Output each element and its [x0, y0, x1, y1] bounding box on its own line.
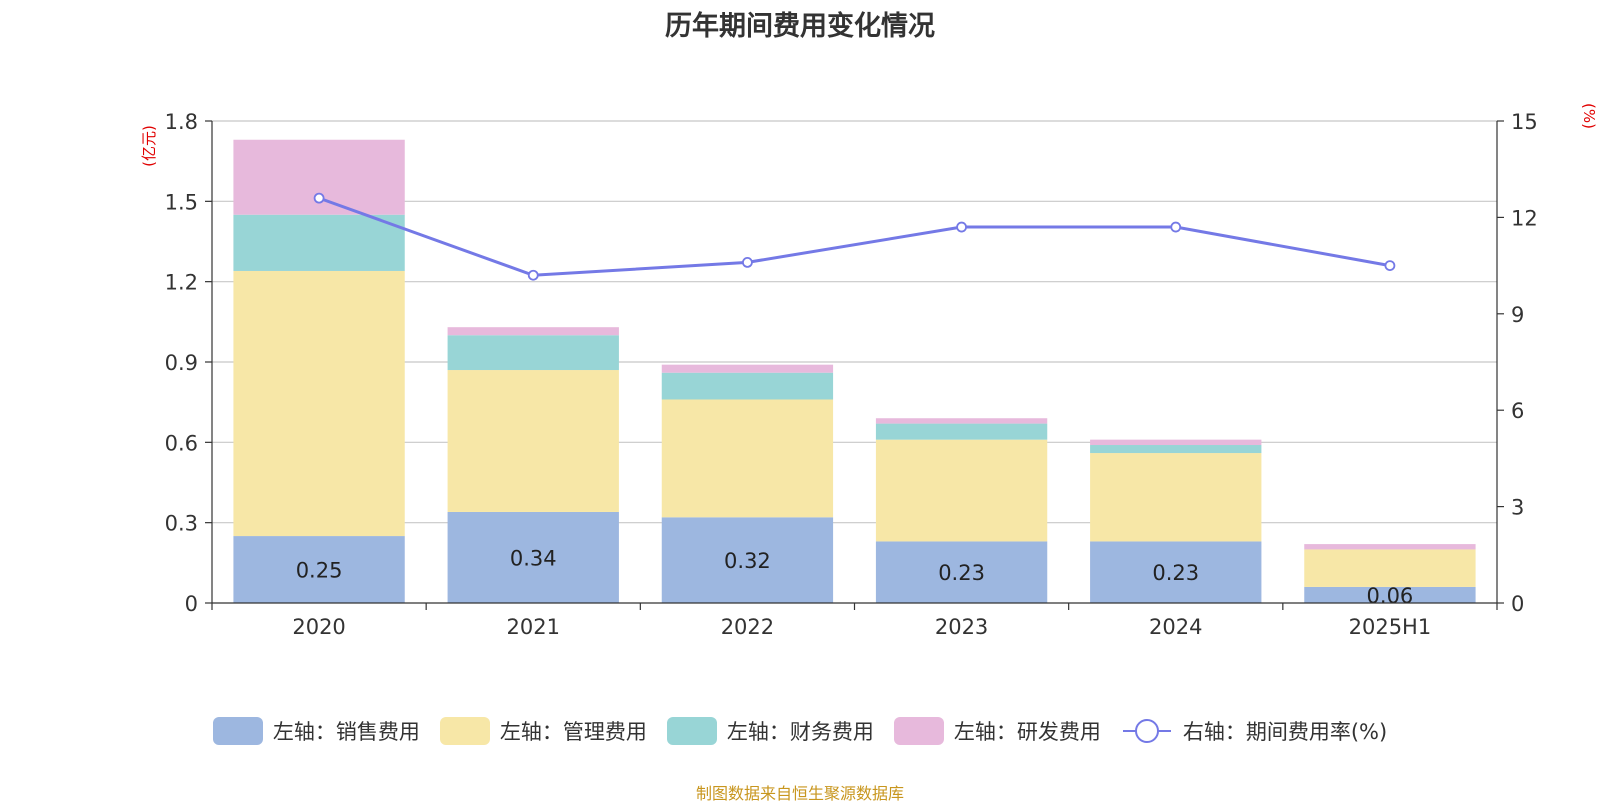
right-tick-label: 3	[1511, 496, 1524, 520]
rate-line	[313, 192, 1396, 281]
right-tick-label: 9	[1511, 303, 1524, 327]
bar-segment	[447, 335, 619, 371]
bar-segment	[875, 541, 1048, 603]
bar-segment	[875, 423, 1048, 440]
bar-segment	[233, 270, 405, 537]
bar-segment	[1090, 439, 1262, 446]
gridlines	[212, 120, 1497, 524]
right-tick-label: 0	[1511, 592, 1524, 616]
legend-label: 右轴：期间费用率(%)	[1182, 720, 1388, 744]
legend-item[interactable]: 左轴：销售费用	[212, 716, 420, 746]
bar-segment	[1090, 541, 1262, 603]
x-tick-label: 2020	[292, 615, 345, 639]
legend-label: 左轴：研发费用	[953, 720, 1101, 744]
right-tick-label: 12	[1511, 206, 1538, 230]
x-tick-label: 2022	[721, 615, 774, 639]
chart-title: 历年期间费用变化情况	[665, 11, 935, 42]
bar-labels: 0.25 0.34 0.32 0.23 0.23 0.06	[296, 546, 1414, 607]
bar-segment	[661, 399, 834, 518]
legend-line-marker	[1122, 719, 1171, 743]
rate-point	[1170, 221, 1182, 233]
legend-item[interactable]: 左轴：管理费用	[439, 716, 647, 746]
source-footer: 制图数据来自恒生聚源数据库	[695, 784, 904, 803]
legend-item[interactable]: 右轴：期间费用率(%)	[1121, 716, 1387, 746]
data-label: 0.23	[1152, 561, 1199, 585]
bar-segment	[661, 517, 834, 603]
bar-segment	[447, 327, 619, 336]
legend-item[interactable]: 左轴：财务费用	[666, 716, 874, 746]
data-label: 0.06	[1367, 584, 1414, 608]
bar-segment	[1304, 549, 1476, 587]
stacked-bars	[233, 139, 1476, 603]
right-tick-label: 6	[1511, 399, 1524, 423]
legend-label: 左轴：管理费用	[499, 720, 647, 744]
legend-swatch	[893, 717, 944, 745]
bar-segment	[661, 372, 834, 400]
x-tick-label: 2023	[935, 615, 988, 639]
bar-segment	[875, 418, 1048, 424]
axes: 0 0.3 0.6 0.9 1.2 1.5 1.8 0 3 6 9 12 15 (亿元) (%) 2020 20…	[140, 103, 1598, 639]
x-tick-label: 2024	[1149, 615, 1202, 639]
rate-point	[313, 192, 325, 204]
legend: 左轴：销售费用 左轴：管理费用 左轴：财务费用 左轴：研发费用 右轴：期间费用率(%)	[0, 716, 1600, 746]
right-axis-unit: (%)	[1580, 103, 1598, 129]
left-tick-label: 1.8	[165, 110, 198, 134]
bar-segment	[447, 511, 619, 603]
rate-point	[742, 256, 753, 268]
left-tick-label: 0.9	[165, 351, 198, 375]
data-label: 0.25	[296, 559, 343, 583]
bar-segment	[661, 364, 834, 373]
data-label: 0.34	[510, 546, 557, 570]
left-tick-label: 0.6	[165, 431, 198, 455]
rate-point	[1384, 260, 1396, 272]
legend-label: 左轴：财务费用	[726, 720, 874, 744]
bar-segment	[1304, 586, 1476, 603]
bar-segment	[1090, 445, 1262, 454]
legend-label: 左轴：销售费用	[272, 720, 420, 744]
left-tick-label: 0	[185, 592, 198, 616]
legend-item[interactable]: 左轴：研发费用	[893, 716, 1101, 746]
rate-point	[527, 269, 539, 281]
bar-segment	[1090, 453, 1262, 542]
legend-swatch	[212, 717, 263, 745]
x-tick-label: 2025H1	[1349, 615, 1432, 639]
legend-swatch	[666, 717, 717, 745]
bar-segment	[233, 536, 405, 603]
right-tick-label: 15	[1511, 110, 1538, 134]
bar-segment	[447, 370, 619, 512]
bar-segment	[1304, 544, 1476, 550]
data-label: 0.32	[724, 549, 771, 573]
left-axis-unit: (亿元)	[140, 125, 158, 167]
bar-segment	[875, 439, 1048, 542]
legend-swatch	[439, 717, 490, 745]
left-tick-label: 0.3	[165, 512, 198, 536]
left-tick-label: 1.2	[165, 271, 198, 295]
data-label: 0.23	[938, 561, 985, 585]
rate-line-path	[318, 196, 1391, 277]
x-tick-label: 2021	[507, 615, 560, 639]
bar-segment	[233, 214, 405, 271]
rate-point	[956, 221, 967, 233]
left-tick-label: 1.5	[165, 190, 198, 214]
